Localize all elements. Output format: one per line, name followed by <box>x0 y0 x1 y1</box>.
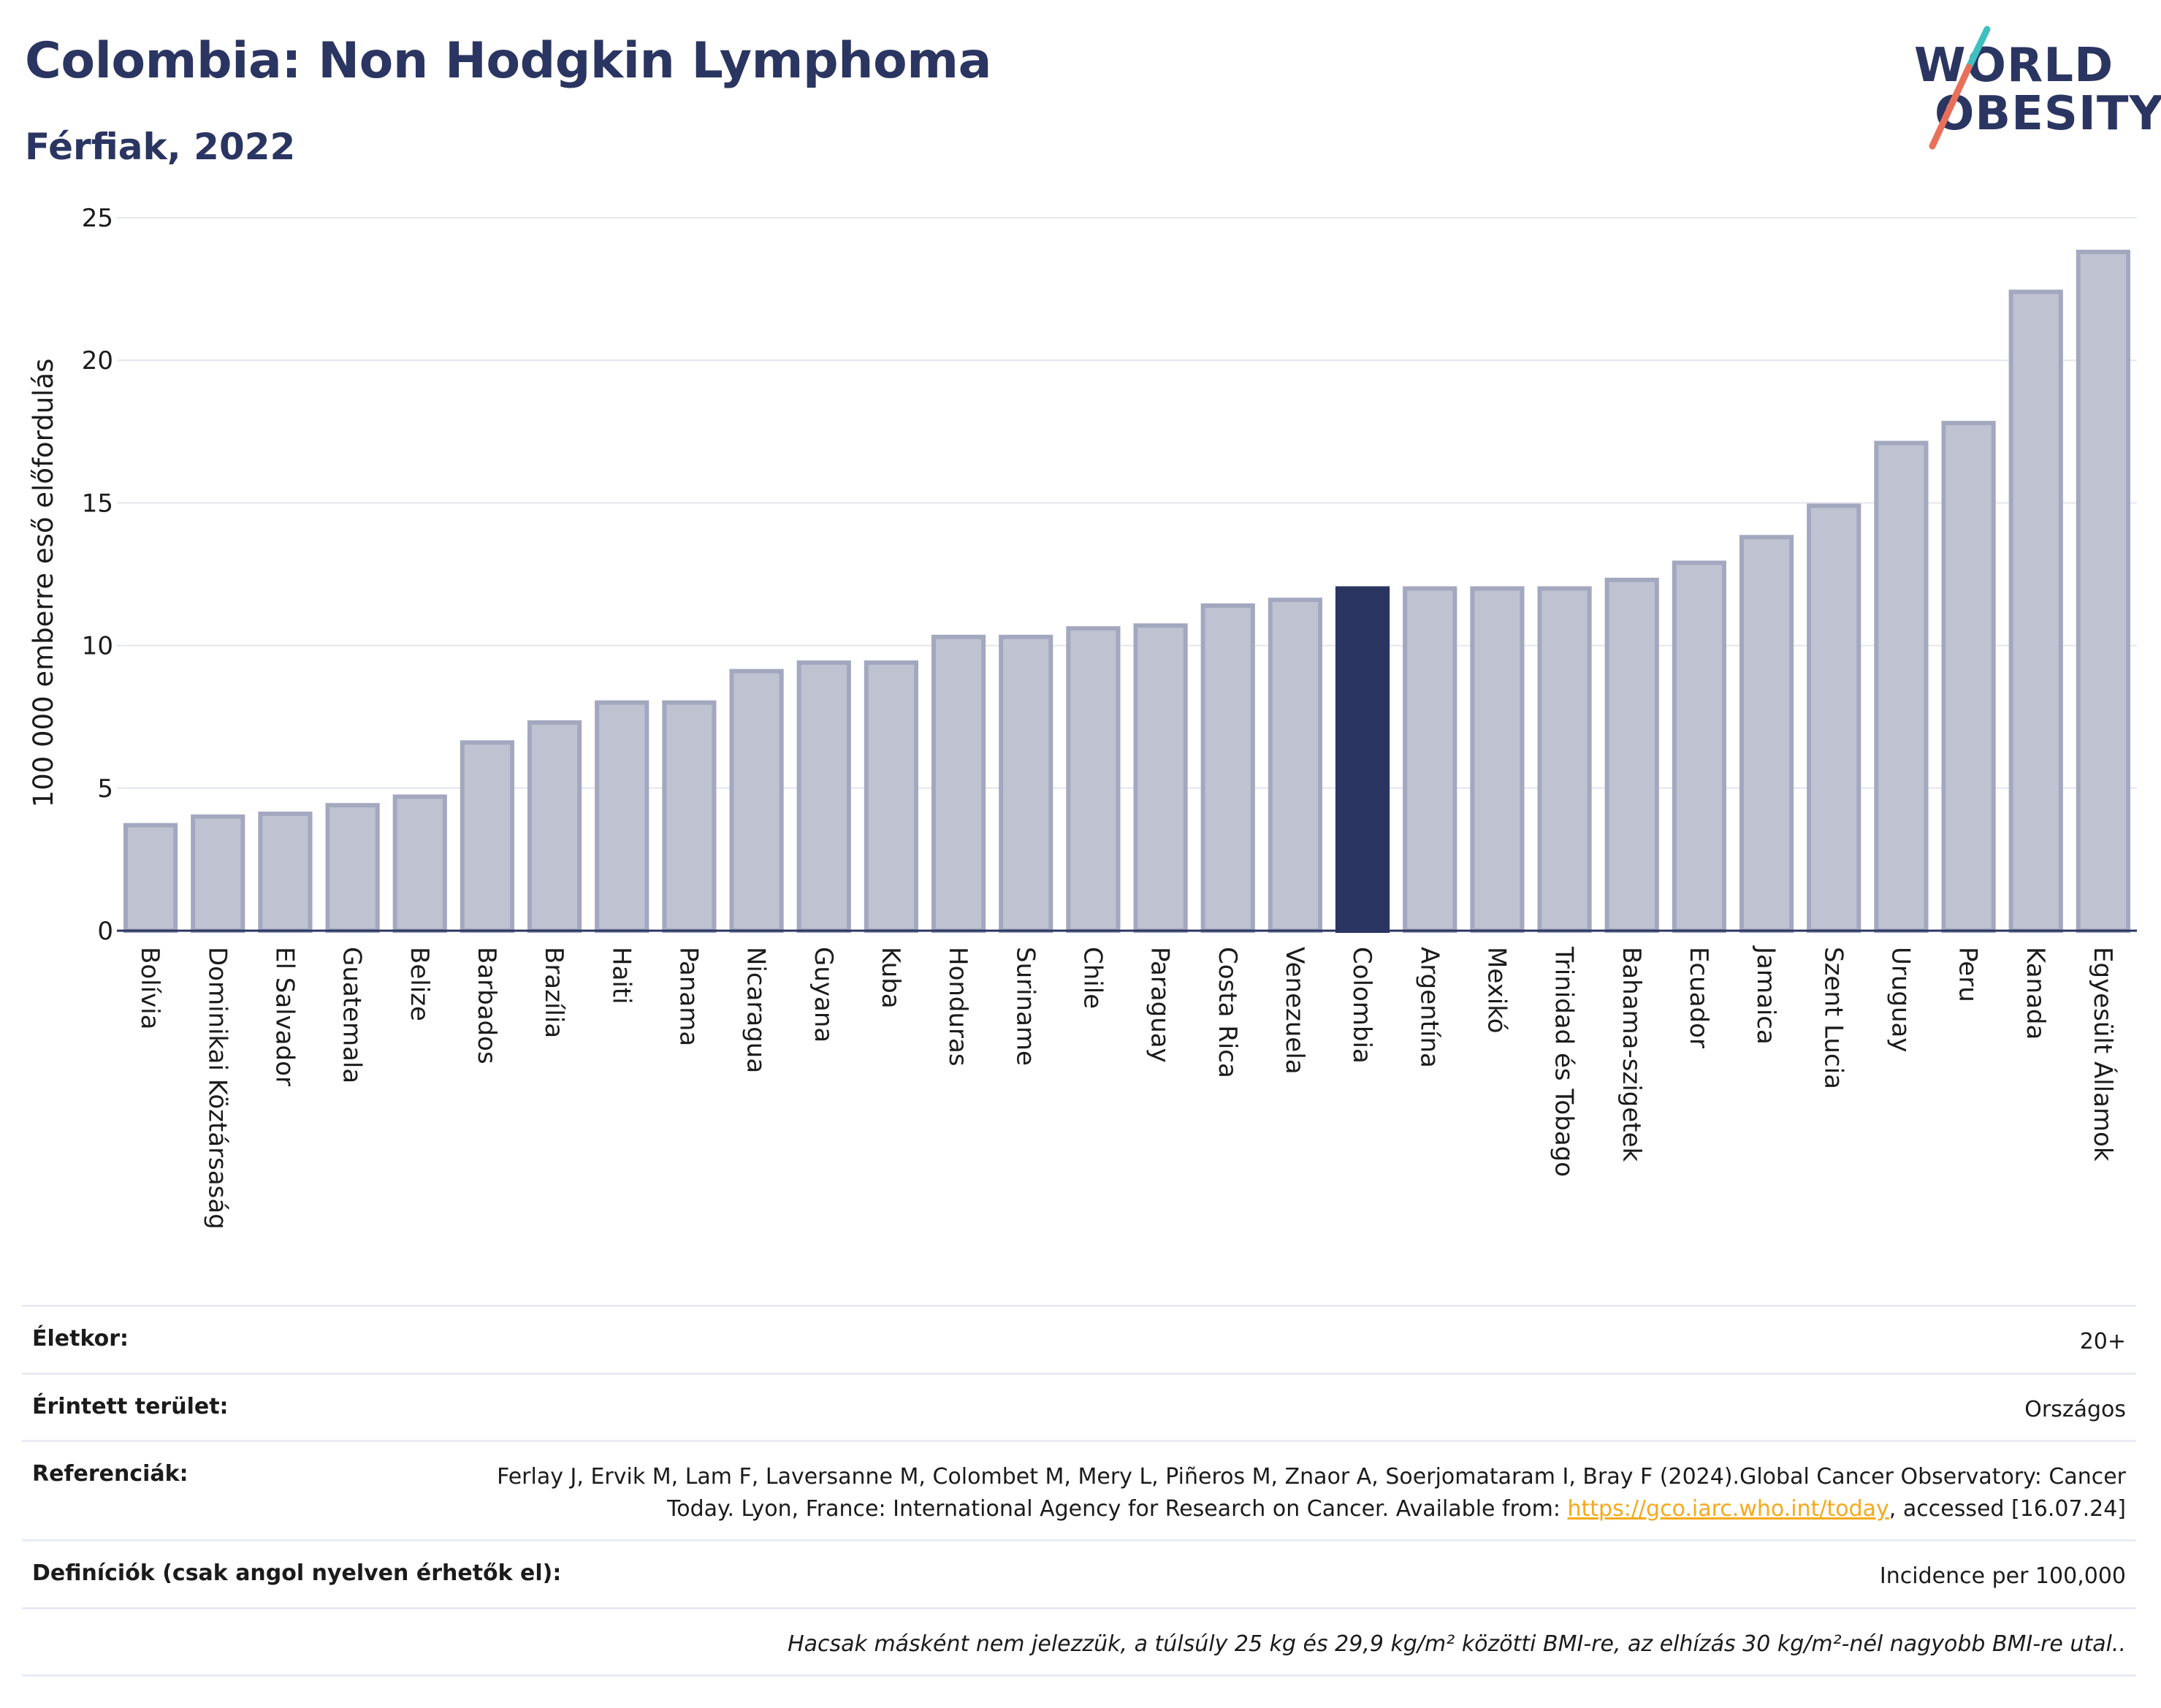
x-tick-label: Bolívia <box>135 947 164 1029</box>
bar <box>1672 560 1727 933</box>
bar <box>864 660 919 933</box>
x-tick-label: Dominikai Köztársaság <box>202 947 232 1229</box>
x-tick-label: Brazília <box>539 947 568 1038</box>
info-row-note: Hacsak másként nem jelezzük, a túlsúly 2… <box>22 1606 2136 1677</box>
y-tick-label: 10 <box>82 632 113 661</box>
reference-text: Ferlay J, Ervik M, Lam F, Laversanne M, … <box>497 1464 2126 1522</box>
tick-labels: 0 5 10 15 20 25 Bolívia Dominikai Köztársaság El… <box>28 204 2118 1229</box>
x-tick-label: Egyesült Államok <box>2088 947 2118 1162</box>
bar <box>527 720 582 933</box>
bar <box>1739 535 1794 933</box>
bar <box>1604 577 1659 933</box>
bar <box>258 811 313 933</box>
x-tick-label: Chile <box>1078 947 1107 1009</box>
logo-slash-icon <box>1929 26 1991 150</box>
bar <box>796 660 851 933</box>
logo-word-world: WORLD <box>1914 39 2114 93</box>
grid-lines <box>117 217 2137 789</box>
bar <box>999 634 1053 933</box>
x-tick-label: Szent Lucia <box>1818 947 1848 1089</box>
chart-title: Colombia: Non Hodgkin Lymphoma <box>25 32 992 90</box>
bar <box>325 803 380 933</box>
bar <box>931 634 986 933</box>
bar <box>1133 623 1188 933</box>
bar <box>1941 421 1996 933</box>
x-tick-label: Jamaica <box>1751 945 1780 1045</box>
bar <box>595 700 649 933</box>
bars <box>123 249 2131 934</box>
definitions-value: Incidence per 100,000 <box>1879 1563 2126 1589</box>
references-label: Referenciák: <box>32 1461 188 1487</box>
chart-subtitle: Férfiak, 2022 <box>25 126 296 168</box>
x-tick-label: Argentína <box>1414 947 1444 1068</box>
definitions-label: Definíciók (csak angol nyelven érhetők e… <box>32 1560 562 1586</box>
bar <box>662 700 717 933</box>
bar <box>392 794 447 934</box>
area-label: Érintett terület: <box>32 1393 229 1419</box>
x-tick-label: Kuba <box>876 947 905 1009</box>
world-obesity-logo: WORLD OBESITY <box>1899 22 2161 153</box>
x-tick-label: Suriname <box>1010 947 1040 1066</box>
info-row-references: Referenciák: Ferlay J, Ervik M, Lam F, L… <box>22 1440 2136 1539</box>
bar <box>2008 289 2063 933</box>
bar <box>1200 603 1255 933</box>
info-row-area: Érintett terület: Országos <box>22 1372 2136 1441</box>
x-tick-label: Nicaragua <box>742 947 771 1073</box>
y-tick-label: 15 <box>82 489 113 518</box>
x-tick-label: Honduras <box>943 947 972 1067</box>
x-tick-label: Guyana <box>809 947 838 1042</box>
bar-highlight <box>1335 586 1390 934</box>
info-row-definitions: Definíciók (csak angol nyelven érhetők e… <box>22 1539 2136 1607</box>
bar <box>1537 586 1592 934</box>
bar <box>123 823 178 933</box>
x-tick-label: Belize <box>405 947 434 1021</box>
bar <box>729 668 784 934</box>
bar-chart: 0 5 10 15 20 25 Bolívia Dominikai Köztársaság El… <box>28 204 2137 1229</box>
references-value: Ferlay J, Ervik M, Lam F, Laversanne M, … <box>446 1461 2136 1525</box>
reference-accessed: , accessed [16.07.24] <box>1889 1495 2126 1522</box>
bar <box>1066 626 1121 934</box>
bar <box>1874 441 1929 933</box>
area-value: Országos <box>2024 1396 2126 1422</box>
bar <box>1807 503 1861 933</box>
x-tick-label: Kanada <box>2021 947 2050 1040</box>
x-tick-label: Colombia <box>1347 947 1376 1064</box>
x-tick-label: Peru <box>1954 947 1983 1002</box>
x-tick-label: Barbados <box>472 947 501 1064</box>
y-tick-label: 0 <box>97 917 113 946</box>
x-tick-label: Uruguay <box>1886 947 1915 1053</box>
logo-word-obesity: OBESITY <box>1935 87 2161 141</box>
x-tick-label: Ecuador <box>1684 947 1713 1048</box>
bmi-note: Hacsak másként nem jelezzük, a túlsúly 2… <box>788 1631 2126 1657</box>
y-tick-label: 25 <box>82 204 113 233</box>
age-label: Életkor: <box>32 1326 129 1351</box>
x-tick-label: El Salvador <box>270 947 299 1086</box>
bar <box>1470 586 1525 934</box>
x-tick-label: Costa Rica <box>1213 947 1242 1078</box>
x-tick-label: Panama <box>674 947 703 1046</box>
info-table: Életkor: 20+ Érintett terület: Országos … <box>22 1305 2136 1677</box>
x-tick-label: Paraguay <box>1146 947 1175 1063</box>
bar <box>2076 249 2131 933</box>
bar <box>460 740 515 933</box>
x-tick-label: Trinidad és Tobago <box>1550 946 1579 1177</box>
bar <box>191 814 245 934</box>
age-value: 20+ <box>2079 1329 2126 1354</box>
bar <box>1403 586 1457 934</box>
bar <box>1268 598 1323 933</box>
x-tick-label: Venezuela <box>1280 947 1309 1075</box>
x-tick-label: Bahama-szigetek <box>1617 947 1646 1162</box>
info-row-age: Életkor: 20+ <box>22 1305 2136 1373</box>
y-tick-label: 5 <box>97 774 113 804</box>
x-tick-label: Guatemala <box>338 947 367 1083</box>
x-tick-label: Mexikó <box>1482 947 1511 1034</box>
reference-link[interactable]: https://gco.iarc.who.int/today <box>1567 1495 1889 1522</box>
x-tick-label: Haiti <box>606 947 636 1004</box>
y-tick-label: 20 <box>82 346 113 375</box>
y-axis-label: 100 000 emberre eső előfordulás <box>28 359 59 808</box>
